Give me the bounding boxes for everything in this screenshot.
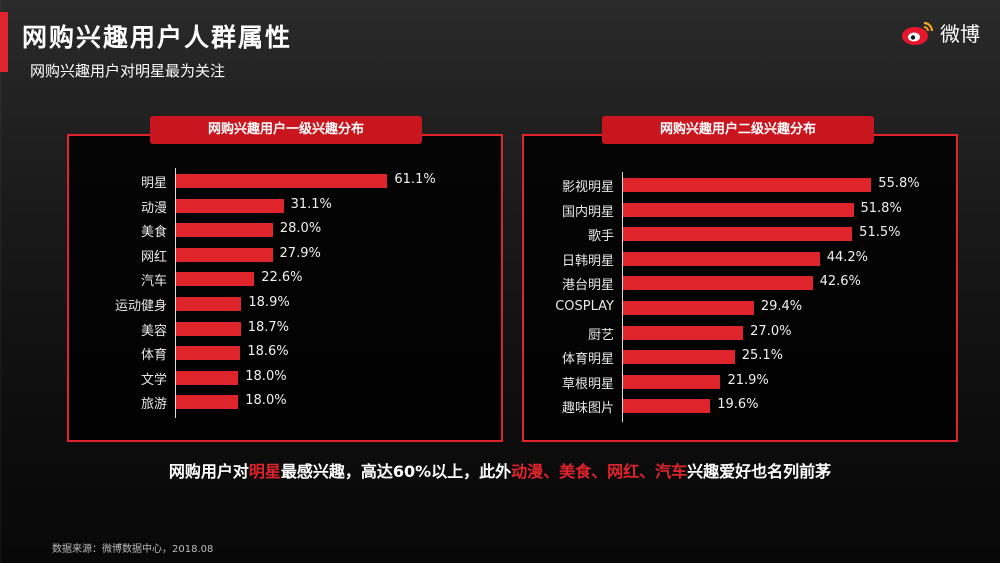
bar-value-label: 18.7% [247,319,289,335]
bar-category-label: 影视明星 [561,180,614,195]
bar-value-label: 28.0% [279,221,322,237]
bar-value-label: 21.9% [727,372,769,388]
bar [176,174,388,188]
bar-value-label: 19.6% [717,397,759,413]
chart-axis [622,172,623,422]
chart-title-level2: 网购兴趣用户二级兴趣分布 [602,116,874,144]
bar-category-label: 草根明星 [561,376,614,392]
bar-value-label: 27.9% [279,245,321,261]
bar [623,325,744,340]
summary-text: 网购用户对明星最感兴趣，高达60%以上，此外动漫、美食、网红、汽车兴趣爱好也名列… [0,458,1000,482]
bar-value-label: 18.6% [247,344,289,360]
bar-value-label: 55.8% [878,176,920,191]
summary-part-2: 最感兴趣，高达60%以上，此外 [280,462,512,481]
bar-category-label: 网红 [140,249,167,265]
bar-category-label: 歌手 [587,229,614,245]
weibo-eye-icon [902,21,934,45]
title-accent-bar [0,12,8,72]
bar-value-label: 18.9% [248,295,290,310]
chart-axis [175,168,176,418]
bar [176,297,242,311]
bar [176,395,239,410]
bar-value-label: 25.1% [741,348,783,364]
bar-category-label: 汽车 [140,274,167,290]
summary-highlight-2: 动漫、美食、网红、汽车 [511,462,688,481]
bar-category-label: 体育明星 [561,352,614,368]
bar-value-label: 44.2% [826,249,868,265]
bar-value-label: 51.8% [860,200,902,216]
bar [623,301,754,315]
bar [176,247,273,262]
bar-category-label: 趣味图片 [561,401,614,417]
summary-part-1: 网购用户对 [168,462,249,481]
chart-level1: 明星 61.1% 动漫 31.1% 美食 28.0% 网红 27.9% 汽车 22.6% 运动健身 1… [67,134,499,438]
bar [176,223,273,238]
bar-value-label: 29.4% [760,299,803,314]
bar [176,198,284,213]
page-subtitle: 网购兴趣用户对明星最为关注 [30,62,226,80]
bar-value-label: 18.0% [245,368,287,384]
bar [623,374,721,389]
bar-category-label: 美容 [140,323,167,339]
bar [176,370,239,385]
bar-category-label: 国内明星 [561,204,614,220]
bar-category-label: 运动健身 [114,299,167,314]
bar-category-label: 厨艺 [587,327,614,343]
bar [176,272,255,287]
logo-text: 微博 [940,22,980,46]
bar-value-label: 22.6% [261,270,303,286]
bar-value-label: 42.6% [819,274,861,290]
bar [623,399,711,414]
bar-category-label: 美食 [140,225,167,241]
chart-panel-level1 [67,134,503,442]
bar [623,276,813,291]
chart-level2: 影视明星 55.8% 国内明星 51.8% 歌手 51.5% 日韩明星 44.2% 港台明星 42… [522,134,954,438]
bar-category-label: 旅游 [140,397,167,413]
summary-part-3: 兴趣爱好也名列前茅 [687,462,832,481]
data-source: 数据来源：微博数据中心，2018.08 [52,544,214,555]
bar-category-label: 港台明星 [561,278,614,294]
bar [623,350,735,365]
bar [623,227,853,242]
page-title: 网购兴趣用户人群属性 [22,23,293,52]
bar [623,178,872,192]
bar-category-label: 日韩明星 [561,253,614,269]
bar-value-label: 51.5% [859,225,901,241]
bar-category-label: COSPLAY [555,299,614,314]
bar [176,321,241,336]
chart-title-level1: 网购兴趣用户一级兴趣分布 [150,116,422,144]
bar-category-label: 体育 [140,348,167,364]
bar [623,202,854,217]
bar-value-label: 31.1% [290,196,332,212]
weibo-logo: 微博 [900,18,980,47]
bar-value-label: 61.1% [394,172,436,187]
bar [623,251,820,266]
bar-value-label: 27.0% [750,323,792,339]
bar [176,346,241,361]
bar-category-label: 动漫 [140,200,167,216]
summary-highlight-1: 明星 [248,462,281,481]
bar-category-label: 明星 [140,176,167,191]
bar-value-label: 18.0% [245,393,287,409]
bar-category-label: 文学 [140,372,167,388]
